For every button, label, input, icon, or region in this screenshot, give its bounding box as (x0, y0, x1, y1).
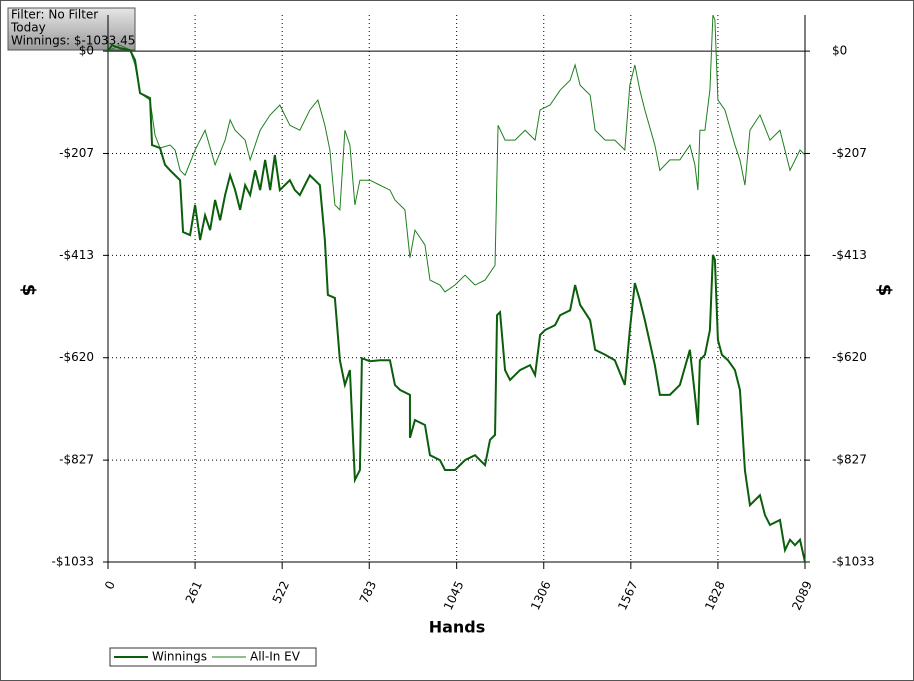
info-line: Filter: No Filter (11, 8, 98, 22)
y-tick-label: -$827 (59, 453, 94, 467)
y2-tick-label: -$620 (832, 350, 867, 364)
y-axis-label: $ (18, 284, 39, 297)
legend-label: Winnings (152, 650, 207, 664)
y2-tick-label: -$827 (832, 453, 867, 467)
y2-tick-label: -$1033 (832, 555, 875, 569)
y2-tick-label: -$413 (832, 248, 867, 262)
legend-label: All-In EV (250, 650, 301, 664)
info-line: Today (10, 21, 46, 35)
y-tick-label: -$207 (59, 146, 94, 160)
info-background (7, 7, 136, 51)
y2-axis-label: $ (874, 284, 895, 297)
info-box: Filter: No Filter Today Winnings: $-1033… (7, 7, 136, 51)
y2-tick-label: $0 (832, 44, 847, 58)
x-axis-label: Hands (429, 618, 486, 637)
series-line (107, 14, 806, 293)
info-line: Winnings: $-1033.45 (11, 34, 135, 48)
y2-tick-label: -$207 (832, 146, 867, 160)
series-line (107, 43, 806, 563)
y-tick-label: -$1033 (51, 555, 94, 569)
y-tick-label: $0 (79, 44, 94, 58)
y-tick-label: -$413 (59, 248, 94, 262)
y-tick-label: -$620 (59, 350, 94, 364)
